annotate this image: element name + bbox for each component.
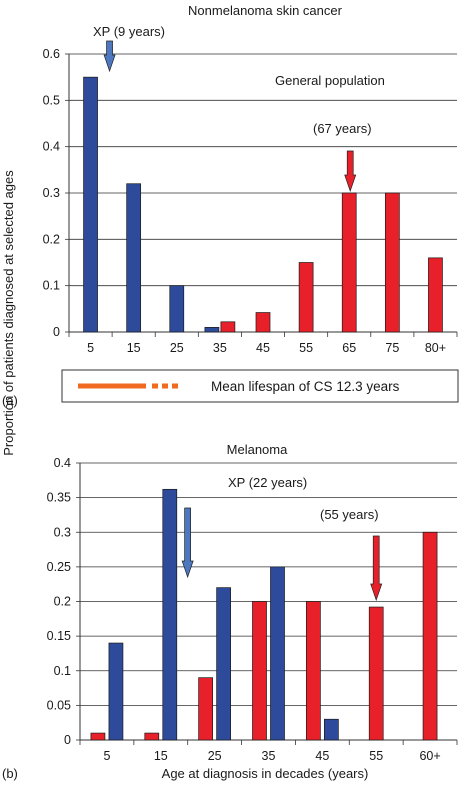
x-tick-label: 25 <box>208 749 222 763</box>
legend-label: Mean lifespan of CS 12.3 years <box>211 379 400 394</box>
x-axis-label: Age at diagnosis in decades (years) <box>162 766 369 781</box>
panel-a-label: (a) <box>2 393 18 408</box>
xp-arrow <box>181 507 194 579</box>
y-tick-label: 0.1 <box>54 664 71 678</box>
x-tick-label: 75 <box>385 341 399 355</box>
x-tick-label: 15 <box>154 749 168 763</box>
x-tick-label: 60+ <box>419 749 440 763</box>
y-tick-label: 0 <box>64 733 71 747</box>
y-tick-label: 0 <box>53 325 60 339</box>
xp-bar <box>324 718 339 741</box>
x-tick-label: 5 <box>103 749 110 763</box>
gp-arrow <box>344 150 357 193</box>
x-tick-label: 45 <box>315 749 329 763</box>
general-bar <box>306 601 321 741</box>
y-tick-label: 0.6 <box>43 47 60 61</box>
y-axis-label: Proportion of patients diagnosed at sele… <box>1 170 16 456</box>
panel-a-title: Nonmelanoma skin cancer <box>188 3 343 18</box>
y-tick-label: 0.2 <box>54 595 71 609</box>
general-bar <box>341 192 357 333</box>
general-bar <box>368 606 384 741</box>
xp-bar <box>83 76 98 333</box>
xp-bar <box>169 285 185 333</box>
x-tick-label: 25 <box>170 341 184 355</box>
y-tick-label: 0.5 <box>43 93 60 107</box>
y-tick-label: 0.1 <box>43 279 60 293</box>
gp-label-label: General population <box>275 73 385 88</box>
xp-bar <box>204 327 220 333</box>
y-tick-label: 0.35 <box>47 491 71 505</box>
general-bar <box>198 677 213 741</box>
y-tick-label: 0.3 <box>43 186 60 200</box>
gp-arrow <box>370 535 383 602</box>
general-bar <box>422 531 438 741</box>
x-tick-label: 45 <box>256 341 270 355</box>
x-tick-label: 35 <box>262 749 276 763</box>
x-tick-label: 5 <box>87 341 94 355</box>
y-tick-label: 0.15 <box>47 629 71 643</box>
xp-bar <box>108 642 124 741</box>
general-bar <box>90 732 106 741</box>
panel-b-title: Melanoma <box>227 442 288 457</box>
chart-b: 0 0.05 0.1 0.15 0.2 0.25 0.3 0.35 0.4 5 15 25 35 45 55… <box>47 456 458 763</box>
x-tick-label: 65 <box>342 341 356 355</box>
xp-bar <box>126 183 142 333</box>
chart-a: 0 0.1 0.2 0.3 0.4 0.5 0.6 5 15 25 35 45 55 65 75 80+ XP … <box>43 24 458 355</box>
general-bar <box>144 732 160 741</box>
xp-arrow-label: XP (9 years) <box>93 24 165 39</box>
gp-arrow-label: (67 years) <box>313 121 372 136</box>
y-tick-label: 0.4 <box>43 140 60 154</box>
x-tick-label: 15 <box>127 341 141 355</box>
y-tick-label: 0.2 <box>43 232 60 246</box>
y-tick-label: 0.3 <box>54 525 71 539</box>
xp-bar <box>162 488 178 741</box>
x-tick-label: 35 <box>213 341 227 355</box>
general-bar <box>428 257 443 333</box>
x-tick-label: 55 <box>369 749 383 763</box>
general-bar <box>384 192 400 333</box>
y-tick-label: 0.05 <box>47 698 71 712</box>
general-bar <box>298 262 314 333</box>
y-tick-label: 0.4 <box>54 456 71 470</box>
general-bar <box>255 312 271 333</box>
xp-bar <box>216 587 231 741</box>
general-bar <box>252 601 267 741</box>
panel-b-label: (b) <box>2 766 18 781</box>
x-tick-label: 80+ <box>425 341 446 355</box>
general-bar <box>220 321 236 333</box>
x-tick-label: 55 <box>299 341 313 355</box>
xp-bar <box>270 566 285 741</box>
y-tick-label: 0.25 <box>47 560 71 574</box>
xp-arrow <box>103 40 116 73</box>
xp-arrow-label: XP (22 years) <box>228 475 307 490</box>
gp-arrow-label: (55 years) <box>320 507 379 522</box>
